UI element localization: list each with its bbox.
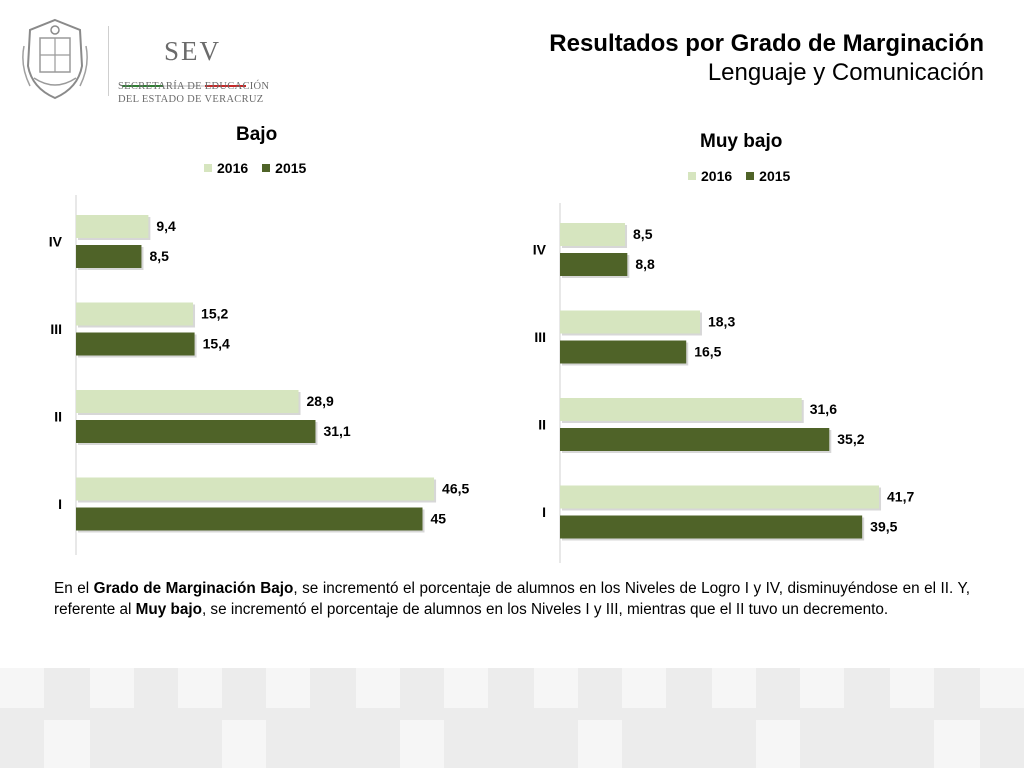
legend-item-2016: 2016 xyxy=(688,168,732,184)
bar-2015-III xyxy=(560,340,687,364)
footer-block xyxy=(622,668,666,708)
data-label-2015-III: 15,4 xyxy=(203,336,230,352)
legend-item-2015: 2015 xyxy=(746,168,790,184)
bar-2016-IV xyxy=(560,223,626,246)
bar-2016-I xyxy=(560,485,880,509)
bar-2016-II xyxy=(76,390,299,413)
legend-item-2016: 2016 xyxy=(204,160,248,176)
footer-block xyxy=(578,720,622,768)
footer-block xyxy=(712,668,756,708)
org-short-name: SEV xyxy=(164,36,222,66)
legend-label-2016: 2016 xyxy=(217,160,249,176)
footer-block xyxy=(534,668,578,708)
bar-2015-II xyxy=(560,428,830,451)
chart-bajo-legend: 2016 2015 xyxy=(204,160,306,176)
org-line-1: SECRETARÍA DE EDUCACIÓN xyxy=(118,81,270,92)
legend-swatch-2015 xyxy=(746,172,755,180)
footer-block xyxy=(980,668,1024,708)
bar-2015-IV xyxy=(560,253,628,276)
chart-muy-bajo: IV 8,5 8,8 III 18,3 16,5 II 31,635,2 I 41,7 39,5 xyxy=(533,203,914,563)
title-subject: Lenguaje y Comunicación xyxy=(707,59,984,86)
data-label-2016-III: 15,2 xyxy=(201,306,228,322)
sev-logo: SEV SECRETARÍA DE EDUCACIÓN DEL ESTADO D… xyxy=(14,14,269,106)
org-line-2: DEL ESTADO DE VERACRUZ xyxy=(118,94,264,105)
footer-block xyxy=(266,668,310,708)
slide-title: Resultados por Grado de Marginación Leng… xyxy=(549,29,984,88)
footer-block xyxy=(800,668,844,708)
summary-paragraph: En el Grado de Marginación Bajo , se incr… xyxy=(54,579,970,620)
data-label-2015-I: 39,5 xyxy=(870,519,897,535)
data-label-2016-III: 18,3 xyxy=(708,314,735,330)
category-label-II: II xyxy=(538,417,546,433)
bar-2015-IV xyxy=(76,245,142,268)
legend-label-2015: 2015 xyxy=(275,160,307,176)
data-label-2016-IV: 8,5 xyxy=(633,226,653,242)
category-label-I: I xyxy=(58,496,62,512)
data-label-2016-II: 31,6 xyxy=(810,401,837,417)
veracruz-seal-icon xyxy=(22,18,88,100)
bar-2016-I xyxy=(76,477,435,501)
legend-swatch-2015 xyxy=(262,164,271,172)
bar-2016-IV xyxy=(76,215,149,238)
category-label-IV: IV xyxy=(533,242,547,258)
data-label-2015-IV: 8,5 xyxy=(149,248,169,264)
footer-block xyxy=(890,668,934,708)
legend-item-2015: 2015 xyxy=(262,160,306,176)
logo-divider xyxy=(108,26,109,96)
footer-block xyxy=(222,720,266,768)
bar-2015-I xyxy=(560,515,863,539)
footer-block xyxy=(0,668,44,708)
bar-2016-III xyxy=(76,302,194,326)
legend-swatch-2016 xyxy=(688,172,696,180)
summary-text-1: En el xyxy=(54,580,94,597)
data-label-2015-I: 45 xyxy=(431,511,447,527)
footer-block xyxy=(44,720,90,768)
bar-2015-I xyxy=(76,507,423,531)
chart-muy-bajo-legend: 2016 2015 xyxy=(688,168,790,184)
category-label-II: II xyxy=(54,409,62,425)
legend-swatch-2016 xyxy=(204,164,212,172)
summary-text-3: , se incrementó el porcentaje de alumnos… xyxy=(201,600,889,618)
footer-block xyxy=(400,720,444,768)
legend-label-2015: 2015 xyxy=(759,168,791,184)
flag-red xyxy=(204,85,246,87)
bar-2016-II xyxy=(560,398,802,421)
category-label-III: III xyxy=(534,329,546,345)
footer-block xyxy=(178,668,222,708)
flag-white xyxy=(163,85,205,87)
summary-bold-2: Muy bajo xyxy=(135,600,202,618)
title-main: Resultados por Grado de Marginación xyxy=(549,30,984,57)
footer-block xyxy=(90,668,134,708)
category-label-I: I xyxy=(542,504,546,520)
footer-block xyxy=(356,668,400,708)
footer-block xyxy=(934,720,980,768)
legend-label-2016: 2016 xyxy=(701,168,733,184)
footer-decoration xyxy=(0,668,1024,768)
data-label-2016-I: 46,5 xyxy=(442,481,469,497)
bar-2016-III xyxy=(560,310,700,334)
bar-2015-II xyxy=(76,420,316,443)
flag-green xyxy=(122,85,164,87)
data-label-2016-I: 41,7 xyxy=(887,489,914,505)
category-label-III: III xyxy=(50,321,62,337)
bar-2015-III xyxy=(76,332,195,356)
footer-block xyxy=(444,668,488,708)
data-label-2015-III: 16,5 xyxy=(694,344,721,360)
data-label-2015-IV: 8,8 xyxy=(635,256,655,272)
footer-block xyxy=(756,720,800,768)
category-label-IV: IV xyxy=(49,234,63,250)
flag-bar xyxy=(122,74,246,87)
chart-muy-bajo-title: Muy bajo xyxy=(700,131,783,152)
data-label-2015-II: 35,2 xyxy=(837,431,864,447)
summary-text-2: , se incrementó el porcentaje de alumnos… xyxy=(54,580,970,618)
chart-bajo-title: Bajo xyxy=(236,124,278,145)
chart-bajo: IV 9,4 8,5 III 15,2 15,4 II 28,9 31,1 I 46,5 45 xyxy=(49,195,470,555)
summary-bold-1: Grado de Marginación Bajo xyxy=(93,580,294,597)
data-label-2015-II: 31,1 xyxy=(323,423,350,439)
data-label-2016-IV: 9,4 xyxy=(156,218,176,234)
data-label-2016-II: 28,9 xyxy=(307,393,334,409)
